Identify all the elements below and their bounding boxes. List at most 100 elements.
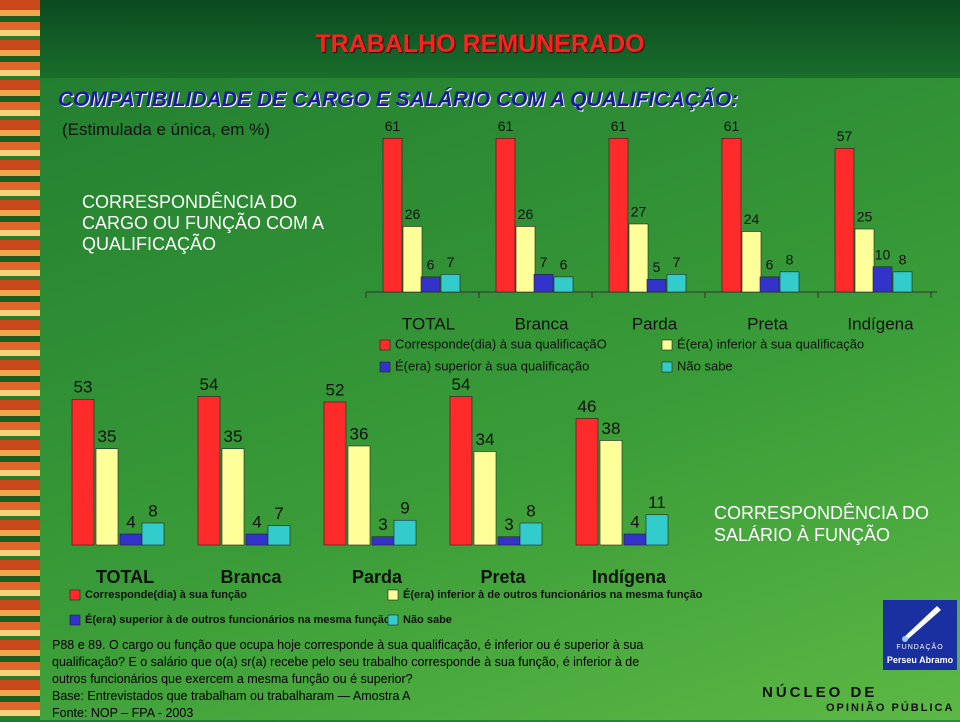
legend-label: É(era) superior à de outros funcionários… <box>85 613 391 626</box>
data-label: 26 <box>518 206 534 222</box>
chart-title: CORRESPONDÊNCIA DO CARGO OU FUNÇÃO COM A… <box>82 192 324 254</box>
data-label: 6 <box>560 257 568 273</box>
bar <box>533 274 554 293</box>
data-label: 7 <box>540 254 548 270</box>
bar <box>759 276 780 293</box>
data-label: 8 <box>526 501 535 520</box>
data-label: 57 <box>837 128 853 144</box>
bar <box>449 396 473 546</box>
data-label: 7 <box>673 254 681 270</box>
legend-swatch <box>387 589 399 601</box>
data-label: 6 <box>427 257 435 273</box>
bar <box>393 519 417 546</box>
data-label: 4 <box>126 512 135 531</box>
bar <box>721 137 742 293</box>
logo-text: FUNDAÇÃO <box>896 644 944 651</box>
title-band <box>40 0 960 78</box>
bar <box>628 223 649 293</box>
data-label: 36 <box>350 424 369 443</box>
bar <box>892 271 913 293</box>
data-label: 53 <box>74 378 93 397</box>
bar <box>371 536 395 546</box>
x-tick-label: Indígena <box>847 314 914 333</box>
legend-swatch <box>661 361 673 373</box>
data-label: 46 <box>578 397 597 416</box>
legend-label: Não sabe <box>403 614 452 626</box>
bar <box>382 137 403 293</box>
data-label: 4 <box>252 512 261 531</box>
legend-label: É(era) superior à sua qualificação <box>395 358 589 373</box>
logo-icon <box>902 606 941 642</box>
data-label: 8 <box>786 252 794 268</box>
data-label: 4 <box>630 512 639 531</box>
bar <box>646 279 667 293</box>
bar <box>347 445 371 546</box>
bar <box>71 398 95 546</box>
x-tick-label: Branca <box>220 567 282 587</box>
logo: FUNDAÇÃO Perseu Abramo <box>883 600 957 670</box>
bar <box>854 228 875 293</box>
data-label: 34 <box>476 430 495 449</box>
data-label: 27 <box>631 204 647 220</box>
bar <box>515 226 536 293</box>
decorative-border <box>0 0 40 720</box>
data-label: 24 <box>744 211 760 227</box>
data-label: 38 <box>602 419 621 438</box>
legend-swatch <box>69 614 81 626</box>
bar <box>495 137 516 293</box>
data-label: 25 <box>857 209 873 225</box>
data-label: 61 <box>724 118 740 134</box>
data-label: 3 <box>378 515 387 534</box>
data-label: 61 <box>611 118 627 134</box>
subtitle: COMPATIBILIDADE DE CARGO E SALÁRIO COM A… <box>58 88 739 111</box>
data-label: 61 <box>385 118 401 134</box>
data-label: 7 <box>447 254 455 270</box>
base: Base: Entrevistados que trabalham ou tra… <box>52 689 411 703</box>
bar <box>197 396 221 546</box>
legend-swatch <box>379 361 391 373</box>
footnotes: P88 e 89. O cargo ou função que ocupa ho… <box>52 637 662 722</box>
bar <box>834 148 855 293</box>
legend-swatch <box>379 339 391 351</box>
bar <box>575 418 599 546</box>
logo-text: Perseu Abramo <box>886 655 954 665</box>
data-label: 3 <box>504 515 513 534</box>
data-label: 26 <box>405 206 421 222</box>
data-label: 61 <box>498 118 514 134</box>
question: P88 e 89. O cargo ou função que ocupa ho… <box>52 638 644 686</box>
bar <box>599 440 623 546</box>
x-tick-label: Indígena <box>592 567 667 587</box>
bar <box>221 448 245 546</box>
bar <box>95 448 119 546</box>
logo-text: NÚCLEO DE <box>762 684 878 701</box>
bar <box>440 274 461 293</box>
bar <box>267 525 291 546</box>
data-label: 35 <box>224 427 243 446</box>
bar <box>473 451 497 546</box>
x-tick-label: Parda <box>352 567 403 587</box>
data-label: 54 <box>200 375 219 394</box>
legend-label: Corresponde(dia) à sua função <box>85 589 247 601</box>
x-tick-label: Branca <box>515 314 569 333</box>
data-label: 10 <box>875 247 891 263</box>
bar <box>402 226 423 293</box>
data-label: 54 <box>452 375 471 394</box>
x-tick-label: TOTAL <box>402 314 455 333</box>
bar <box>323 401 347 546</box>
title: TRABALHO REMUNERADO <box>315 30 645 58</box>
bar <box>245 533 269 546</box>
logo-text: OPINIÃO PÚBLICA <box>826 702 955 714</box>
note: (Estimulada e única, em %) <box>62 120 270 139</box>
bar <box>666 274 687 293</box>
x-tick-label: TOTAL <box>96 567 154 587</box>
bar <box>872 266 893 293</box>
x-tick-label: Parda <box>632 314 678 333</box>
data-label: 35 <box>98 427 117 446</box>
data-label: 8 <box>148 501 157 520</box>
bar <box>119 533 143 546</box>
data-label: 6 <box>766 257 774 273</box>
bar <box>519 522 543 546</box>
data-label: 8 <box>899 252 907 268</box>
legend-swatch <box>69 589 81 601</box>
